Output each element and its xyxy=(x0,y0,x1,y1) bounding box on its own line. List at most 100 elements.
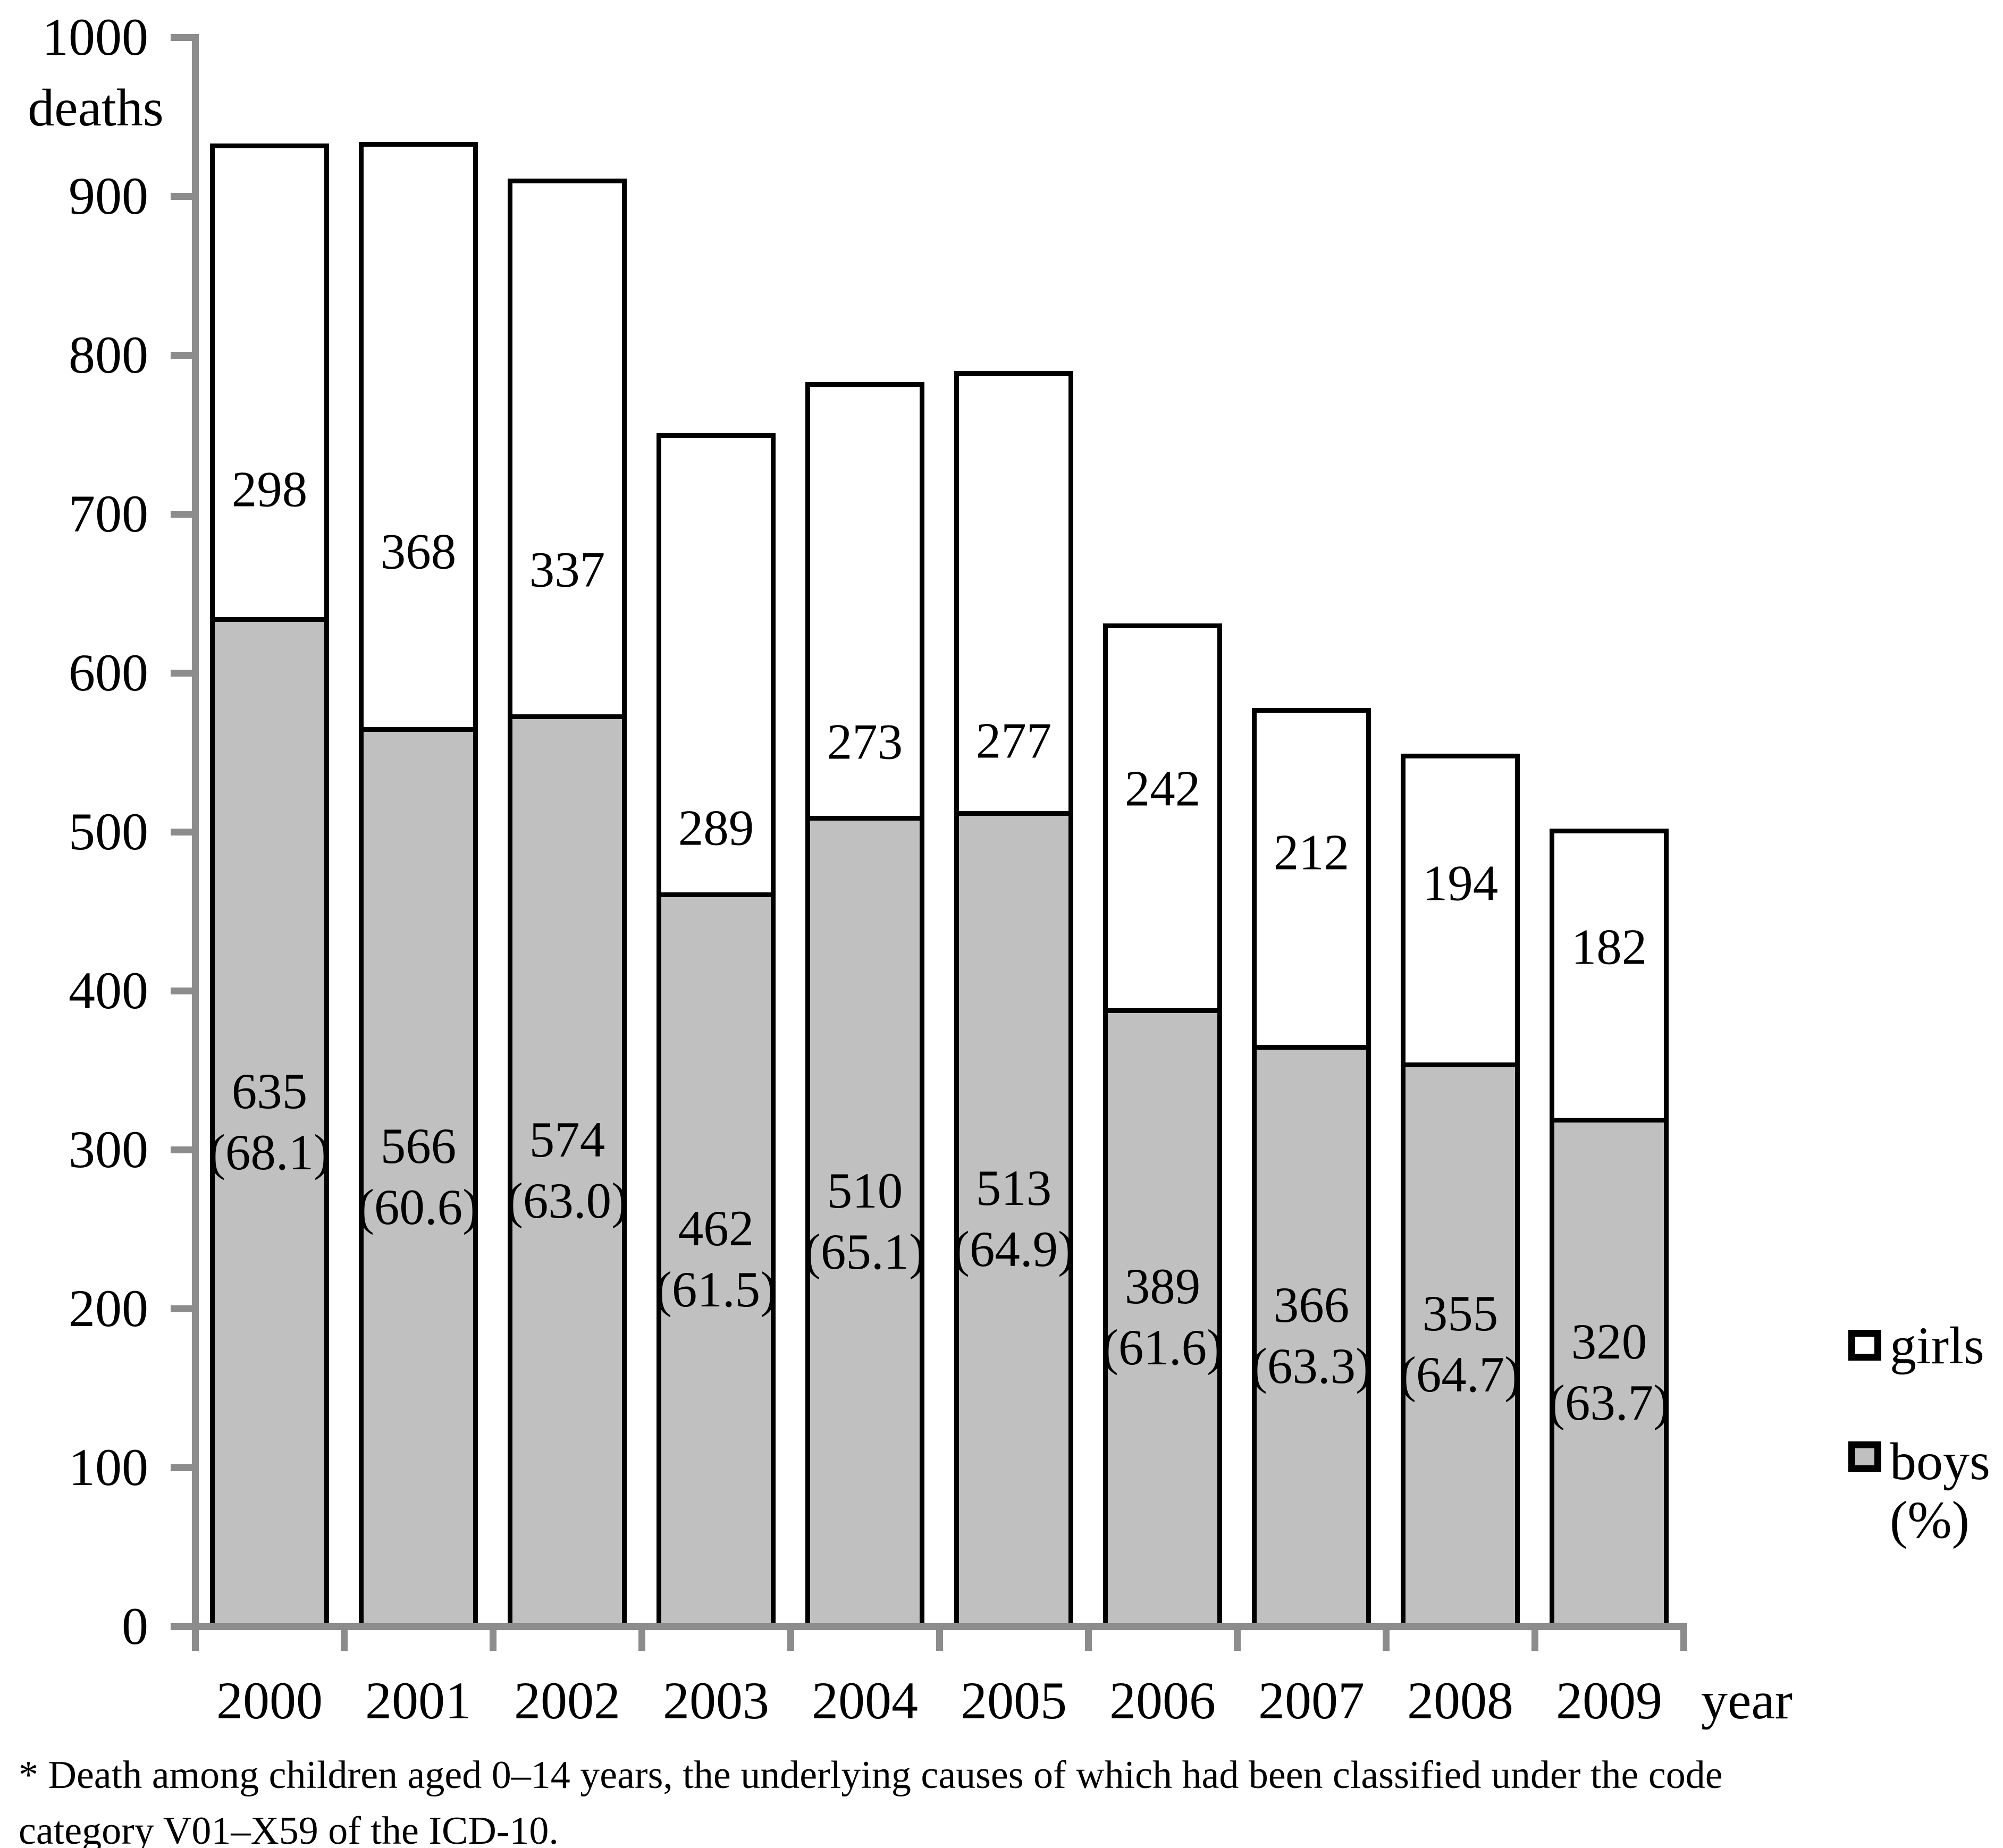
x-tick-10 xyxy=(1680,1626,1687,1651)
bar-segment-girls-2009 xyxy=(1550,829,1669,1118)
bar-label-girls-2009: 182 xyxy=(1571,918,1647,975)
bar-label-boys-2003: 462 (61.5) xyxy=(655,1198,777,1320)
legend-label-girls: girls xyxy=(1890,1316,1984,1375)
bar-segment-boys-2000 xyxy=(210,617,329,1630)
y-tick-800 xyxy=(170,351,192,359)
x-tick-label-2004: 2004 xyxy=(812,1671,918,1730)
bar-label-boys-percent-2004: (65.1) xyxy=(804,1223,926,1280)
x-tick-4 xyxy=(787,1626,794,1651)
y-tick-label-200: 200 xyxy=(69,1279,148,1338)
bar-label-girls-2007: 212 xyxy=(1273,824,1350,881)
x-tick-label-2001: 2001 xyxy=(365,1671,472,1730)
bar-label-boys-percent-2008: (64.7) xyxy=(1399,1346,1521,1403)
bar-label-boys-value-2004: 510 xyxy=(827,1162,903,1219)
bar-label-boys-value-2007: 366 xyxy=(1273,1276,1350,1333)
x-tick-7 xyxy=(1233,1626,1241,1651)
bar-label-boys-2008: 355 (64.7) xyxy=(1399,1283,1521,1405)
y-tick-600 xyxy=(170,669,192,677)
legend-label-boys: boys xyxy=(1890,1432,1990,1491)
x-tick-label-2008: 2008 xyxy=(1407,1671,1513,1730)
bar-segment-boys-2001 xyxy=(359,727,478,1630)
bar-segment-girls-2003 xyxy=(657,433,776,892)
y-tick-label-400: 400 xyxy=(69,961,148,1020)
y-tick-label-600: 600 xyxy=(69,643,148,702)
y-tick-1000 xyxy=(170,33,192,41)
x-tick-5 xyxy=(936,1626,943,1651)
bar-segment-girls-2000 xyxy=(210,144,329,618)
x-tick-label-2007: 2007 xyxy=(1258,1671,1365,1730)
bar-segment-boys-2005 xyxy=(954,811,1073,1630)
bar-label-boys-percent-2001: (60.6) xyxy=(357,1178,479,1235)
bar-label-boys-percent-2006: (61.6) xyxy=(1101,1319,1224,1376)
bar-label-boys-percent-2003: (61.5) xyxy=(655,1261,777,1318)
bar-segment-girls-2004 xyxy=(805,382,924,816)
bar-label-boys-2001: 566 (60.6) xyxy=(357,1116,479,1238)
bar-label-boys-2002: 574 (63.0) xyxy=(506,1109,628,1231)
bar-label-boys-value-2005: 513 xyxy=(975,1160,1052,1217)
bar-label-boys-percent-2000: (68.1) xyxy=(208,1124,331,1180)
y-tick-label-700: 700 xyxy=(69,484,148,543)
bar-label-boys-value-2001: 566 xyxy=(380,1117,457,1174)
x-tick-label-2005: 2005 xyxy=(961,1671,1067,1730)
x-axis-title: year xyxy=(1701,1671,1793,1730)
footnote-line-1: * Death among children aged 0–14 years, … xyxy=(19,1753,1723,1797)
bar-segment-boys-2004 xyxy=(805,816,924,1630)
x-tick-label-2006: 2006 xyxy=(1109,1671,1216,1730)
y-tick-label-1000: 1000 xyxy=(42,7,148,66)
y-tick-label-500: 500 xyxy=(69,802,148,861)
bar-segment-boys-2003 xyxy=(657,892,776,1630)
bar-label-boys-percent-2002: (63.0) xyxy=(506,1172,628,1229)
bar-label-boys-2007: 366 (63.3) xyxy=(1250,1275,1373,1397)
x-tick-3 xyxy=(638,1626,645,1651)
bar-segment-girls-2002 xyxy=(508,179,627,714)
bar-label-boys-2004: 510 (65.1) xyxy=(804,1160,926,1282)
bar-label-boys-value-2006: 389 xyxy=(1124,1258,1201,1315)
bar-segment-boys-2008 xyxy=(1401,1062,1520,1630)
y-tick-200 xyxy=(170,1305,192,1312)
bar-label-boys-value-2008: 355 xyxy=(1422,1285,1499,1342)
bar-label-boys-2009: 320 (63.7) xyxy=(1548,1311,1670,1433)
bar-label-boys-percent-2007: (63.3) xyxy=(1250,1337,1373,1394)
bar-label-girls-2008: 194 xyxy=(1422,855,1499,912)
bar-label-boys-2006: 389 (61.6) xyxy=(1101,1256,1224,1378)
x-tick-8 xyxy=(1382,1626,1390,1651)
y-tick-label-100: 100 xyxy=(69,1438,148,1497)
bar-segment-girls-2001 xyxy=(359,142,478,727)
bar-label-boys-value-2002: 574 xyxy=(529,1111,605,1168)
bar-segment-girls-2005 xyxy=(954,370,1073,812)
y-tick-700 xyxy=(170,510,192,518)
y-axis-line xyxy=(191,34,199,1630)
bar-label-girls-2005: 277 xyxy=(975,712,1052,769)
x-tick-1 xyxy=(340,1626,348,1651)
bar-label-boys-2005: 513 (64.9) xyxy=(953,1158,1075,1280)
bar-segment-boys-2006 xyxy=(1103,1008,1222,1630)
x-axis-line xyxy=(170,1623,1687,1630)
legend-label-boys-percent: (%) xyxy=(1890,1490,1970,1549)
bar-label-boys-percent-2009: (63.7) xyxy=(1548,1374,1670,1431)
y-tick-label-800: 800 xyxy=(69,325,148,384)
bar-label-boys-value-2003: 462 xyxy=(678,1200,754,1257)
bar-label-boys-value-2009: 320 xyxy=(1571,1313,1647,1370)
y-tick-900 xyxy=(170,192,192,200)
x-tick-label-2000: 2000 xyxy=(216,1671,323,1730)
y-tick-label-0: 0 xyxy=(122,1597,148,1656)
bar-segment-girls-2007 xyxy=(1252,707,1371,1045)
bar-label-girls-2001: 368 xyxy=(380,523,457,580)
bar-segment-girls-2008 xyxy=(1401,754,1520,1062)
y-tick-300 xyxy=(170,1146,192,1153)
x-tick-0 xyxy=(191,1626,199,1651)
bar-segment-girls-2006 xyxy=(1103,623,1222,1008)
bar-segment-boys-2007 xyxy=(1252,1044,1371,1630)
legend-marker-girls xyxy=(1848,1330,1881,1361)
bar-label-boys-2000: 635 (68.1) xyxy=(208,1061,331,1183)
y-tick-500 xyxy=(170,828,192,836)
y-tick-label-900: 900 xyxy=(69,166,148,225)
y-tick-100 xyxy=(170,1464,192,1471)
y-tick-label-300: 300 xyxy=(69,1120,148,1179)
x-tick-label-2003: 2003 xyxy=(663,1671,769,1730)
y-tick-0 xyxy=(170,1623,192,1630)
footnote-line-2: category V01–X59 of the ICD-10. xyxy=(19,1809,559,1848)
bar-label-girls-2003: 289 xyxy=(678,799,754,856)
x-tick-9 xyxy=(1531,1626,1538,1651)
